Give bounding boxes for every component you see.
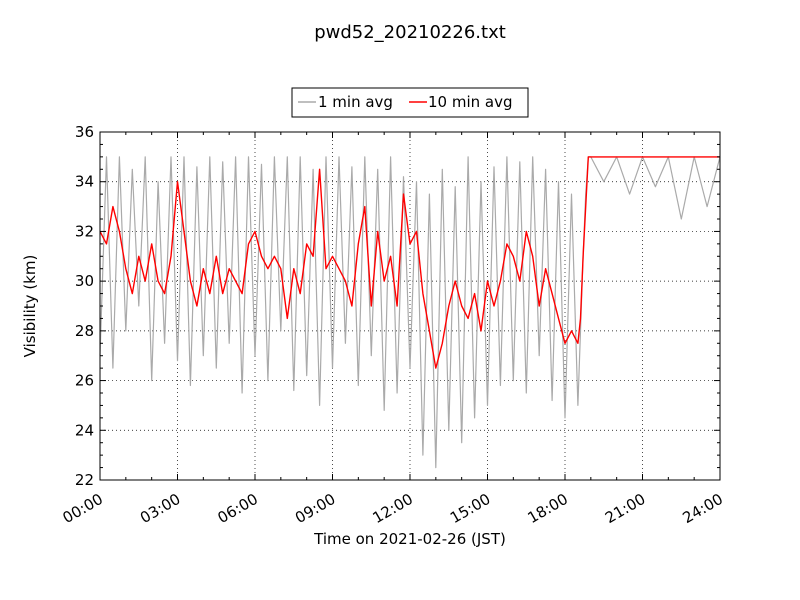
y-tick-label: 28 <box>75 322 94 340</box>
y-tick-label: 36 <box>75 123 94 141</box>
y-tick-label: 24 <box>75 421 94 439</box>
x-tick-label: 03:00 <box>137 490 183 527</box>
x-axis-label: Time on 2021-02-26 (JST) <box>313 530 506 548</box>
x-tick-label: 12:00 <box>370 490 416 527</box>
legend-label-1min: 1 min avg <box>318 93 393 111</box>
legend-label-10min: 10 min avg <box>428 93 513 111</box>
y-tick-label: 30 <box>75 272 94 290</box>
chart-title: pwd52_20210226.txt <box>314 22 506 43</box>
series-10min-line <box>99 156 720 369</box>
y-tick-label: 32 <box>75 222 94 240</box>
plot-area <box>99 156 721 469</box>
y-axis-label: Visibility (km) <box>21 255 39 358</box>
y-tick-label: 34 <box>75 173 94 191</box>
legend: 1 min avg 10 min avg <box>291 87 529 118</box>
x-tick-label: 21:00 <box>602 490 648 527</box>
y-tick-label: 22 <box>75 471 94 489</box>
grid <box>100 132 720 480</box>
x-tick-label: 00:00 <box>60 490 106 527</box>
x-tick-label: 18:00 <box>525 490 571 527</box>
y-tick-label: 26 <box>75 372 94 390</box>
x-tick-label: 09:00 <box>292 490 338 527</box>
x-tick-label: 24:00 <box>680 490 726 527</box>
x-tick-label: 15:00 <box>447 490 493 527</box>
series-1min-line <box>99 156 721 469</box>
x-tick-label: 06:00 <box>215 490 261 527</box>
